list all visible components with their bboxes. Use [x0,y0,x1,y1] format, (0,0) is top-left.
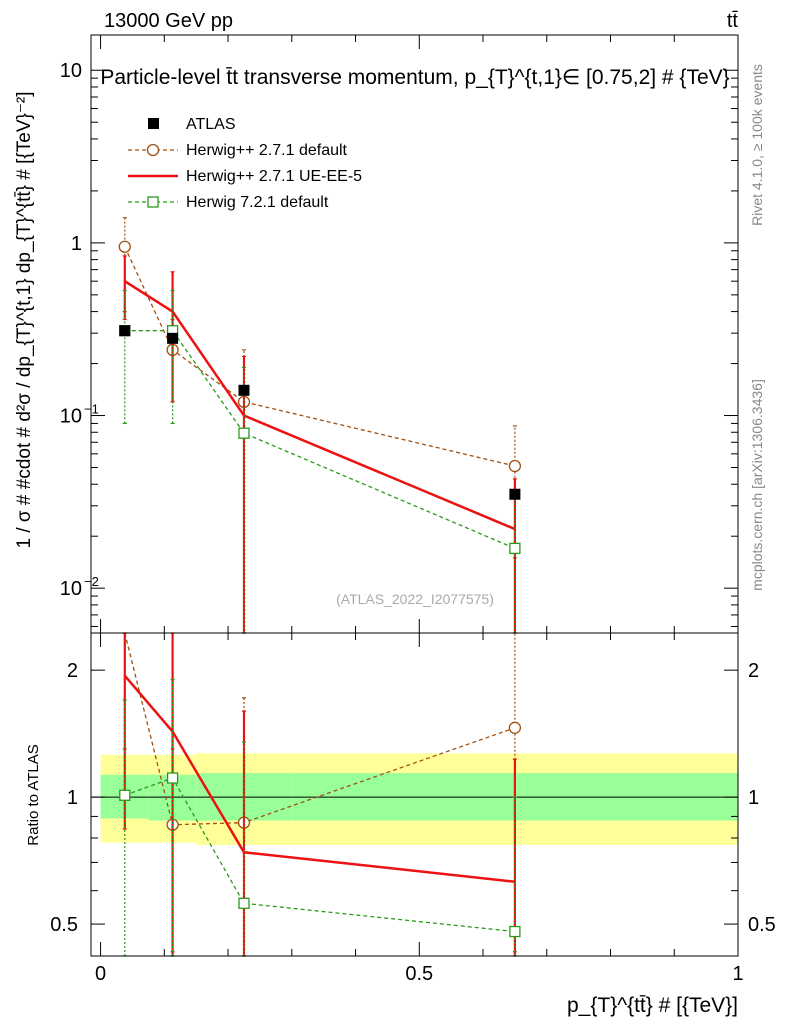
main-title: Particle-level t̄t transverse momentum, … [100,66,729,89]
main-y-tick-label: 10 [60,578,82,600]
main-y-tick-label: 10 [60,406,82,428]
ratio-y-tick-label: 1 [67,787,78,809]
ratio-y-tick-label: 2 [67,660,78,682]
ratio-x-tick-label: 0 [95,963,106,985]
ratio-panel: 0.5 0.5 1 1 2 2 0 0.5 1 Ratio to ATLAS p_{T}^{tt… [25,632,776,1017]
ratio-line-herwig721 [124,777,515,933]
process-label: tt̄ [727,10,739,32]
data-point-atlas [119,325,131,337]
main-y-tick-label: 1 [71,233,82,255]
ratio-point-herwig721 [238,897,250,909]
ratio-point-herwig721 [119,789,131,801]
legend-label-atlas: ATLAS [186,116,236,133]
energy-label: 13000 GeV pp [104,10,233,32]
data-point-atlas [238,384,250,396]
legend-label-herwig721: Herwig 7.2.1 default [186,194,329,211]
main-y-tick-label: 10 [60,60,82,82]
rivet-label: Rivet 4.1.0, ≥ 100k events [749,64,765,226]
data-point-atlas [509,488,521,500]
ratio-y-tick-label-right: 1 [748,787,759,809]
mcplots-label: mcplots.cern.ch [arXiv:1306.3436] [749,379,765,591]
ratio-y-tick-label-right: 0.5 [748,914,776,936]
legend-label-herwigpp-default: Herwig++ 2.7.1 default [186,142,348,159]
ratio-point-herwig721 [509,925,521,938]
ratio-y-axis-label: Ratio to ATLAS [25,744,42,845]
legend: ATLAS Herwig++ 2.7.1 default Herwig++ 2.… [128,116,362,211]
ratio-x-tick-label: 1 [732,963,743,985]
data-point-atlas [167,332,179,344]
legend-marker-herwigpp-default [146,143,160,157]
legend-label-herwigpp-ueee5: Herwig++ 2.7.1 UE-EE-5 [186,168,362,185]
legend-marker-atlas [148,118,159,129]
ratio-y-tick-label-right: 2 [748,660,759,682]
main-line-herwigpp-default [124,246,516,467]
analysis-id: (ATLAS_2022_I2077575) [336,591,494,607]
ratio-x-tick-label: 0.5 [405,963,433,985]
ratio-frame [90,632,739,957]
ratio-line-herwigpp-ueee5 [123,674,516,883]
main-point-herwigpp-default [508,459,522,473]
x-axis-label: p_{T}^{tt̄} # [{TeV}] [567,994,738,1017]
main-point-herwig721 [509,542,521,555]
main-point-herwigpp-default [118,240,131,253]
ratio-point-herwigpp-default [508,721,522,734]
ratio-point-herwig721 [166,772,179,784]
main-y-axis-label: 1 / σ # #cdot # d²σ / dp_{T}^{t,1} dp_{T… [14,92,35,549]
legend-marker-herwig721 [147,196,159,208]
ratio-line-herwigpp-default [124,632,516,826]
main-line-herwig721 [124,330,516,549]
ratio-y-tick-label: 0.5 [50,914,78,936]
main-line-herwigpp-ueee5 [124,280,516,531]
main-point-herwig721 [238,427,250,439]
